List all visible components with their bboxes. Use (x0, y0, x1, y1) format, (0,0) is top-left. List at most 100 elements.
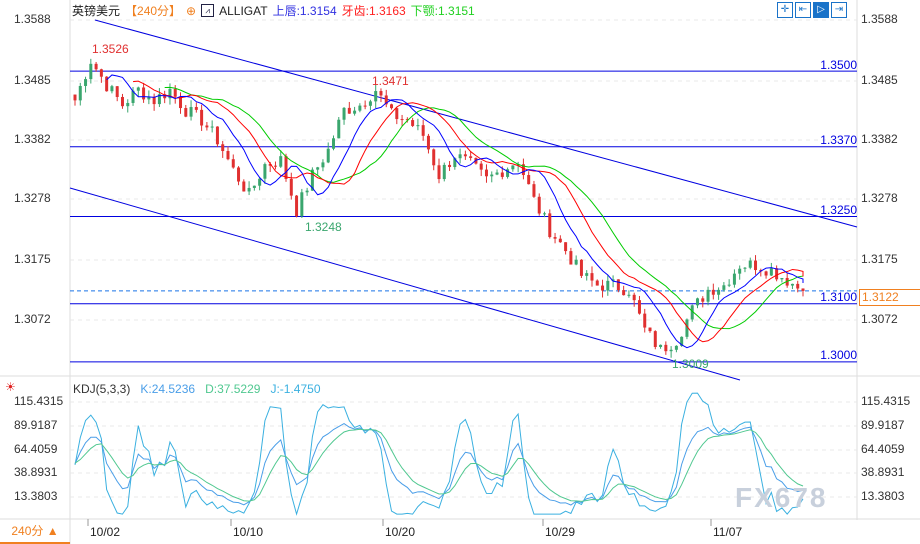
candle (310, 169, 314, 191)
candle (532, 184, 536, 197)
candle (173, 88, 177, 97)
candle (653, 331, 657, 347)
candle (590, 273, 594, 281)
candle (405, 119, 409, 121)
price-axis-label: 1.3278 (861, 191, 898, 205)
low-annotation: 1.3009 (672, 357, 709, 371)
candle (548, 213, 552, 238)
candle (411, 120, 415, 126)
candle (247, 187, 251, 192)
candle (89, 63, 93, 80)
candle (754, 260, 758, 271)
candle (84, 79, 88, 86)
candle (126, 102, 130, 107)
candle (648, 327, 652, 332)
candle (448, 164, 452, 168)
candle (437, 165, 441, 180)
kdj-k-line (74, 423, 804, 506)
candle (738, 268, 742, 274)
level-label: 1.3000 (820, 348, 857, 362)
candle (479, 163, 483, 170)
candle (569, 251, 573, 265)
candle (748, 260, 752, 268)
period-label[interactable]: 【240分】 (125, 4, 182, 18)
candle (305, 190, 309, 193)
kdj-d: D:37.5229 (205, 382, 261, 396)
candle (595, 280, 599, 286)
candle (711, 289, 715, 295)
price-axis-label: 1.3485 (14, 73, 51, 87)
candle (395, 108, 399, 120)
candle (553, 237, 557, 239)
candle (210, 126, 214, 128)
candle (105, 76, 109, 92)
candle (643, 313, 647, 328)
candle (685, 319, 689, 337)
candle (416, 125, 420, 127)
candle (273, 165, 277, 167)
candle (432, 149, 436, 166)
candle (637, 300, 641, 314)
candle (73, 94, 77, 101)
crosshair-icon[interactable]: ✛ (777, 2, 793, 18)
low-annotation: 1.3248 (305, 220, 342, 234)
candle (527, 175, 531, 185)
price-axis-label: 1.3382 (861, 132, 898, 146)
candle (611, 279, 615, 281)
cursor-mode-icon[interactable]: ▷ (813, 2, 829, 18)
level-label: 1.3250 (820, 203, 857, 217)
candle (606, 280, 610, 291)
candle (659, 344, 663, 347)
candle (231, 159, 235, 168)
candle (458, 154, 462, 159)
candle (200, 109, 204, 126)
candle (511, 165, 515, 170)
candle (147, 96, 151, 100)
settings-icon[interactable]: ⊕ (186, 3, 197, 18)
candle (732, 273, 736, 285)
zoom-range-icon[interactable]: ⇤ (795, 2, 811, 18)
candle (690, 305, 694, 320)
candle (94, 63, 98, 70)
candle (279, 156, 283, 167)
candle (537, 196, 541, 214)
candle (743, 267, 747, 269)
jaw-value: 上唇:1.3154 (272, 4, 337, 18)
kdj-axis-label: 13.3803 (14, 489, 58, 503)
x-axis-label: 11/07 (713, 525, 743, 539)
candle (426, 135, 430, 150)
alligator-teeth-line (132, 80, 804, 343)
indicator-settings-icon[interactable]: ☀ (5, 380, 16, 394)
kdj-axis-label: 115.4315 (14, 394, 64, 408)
candle (500, 172, 504, 177)
candle (142, 87, 146, 100)
candle (157, 94, 161, 105)
candle (263, 164, 267, 179)
period-select-button[interactable]: 240分 ▲ (0, 520, 70, 544)
kdj-axis-label: 64.4059 (14, 442, 58, 456)
kdj-j-line (74, 392, 804, 516)
candle (775, 268, 779, 280)
candle (163, 94, 167, 99)
current-price-tag: 1.3122 (859, 289, 920, 306)
kdj-axis-label: 89.9187 (14, 418, 58, 432)
kdj-d-line (74, 428, 804, 502)
kdj-axis-label: 38.8931 (861, 465, 905, 479)
kdj-j: J:-1.4750 (270, 382, 321, 396)
symbol-title: 英镑美元 (72, 4, 121, 18)
candle (368, 101, 372, 106)
candle (152, 96, 156, 105)
candle (680, 336, 684, 346)
candle (669, 349, 673, 352)
candle (342, 107, 346, 120)
candle (495, 172, 499, 175)
candle (796, 283, 800, 289)
price-axis-label: 1.3588 (14, 12, 51, 26)
price-axis-label: 1.3382 (14, 132, 51, 146)
candle (289, 178, 293, 196)
candle (701, 298, 705, 302)
scroll-end-icon[interactable]: ⇥ (831, 2, 847, 18)
candle (316, 167, 320, 170)
